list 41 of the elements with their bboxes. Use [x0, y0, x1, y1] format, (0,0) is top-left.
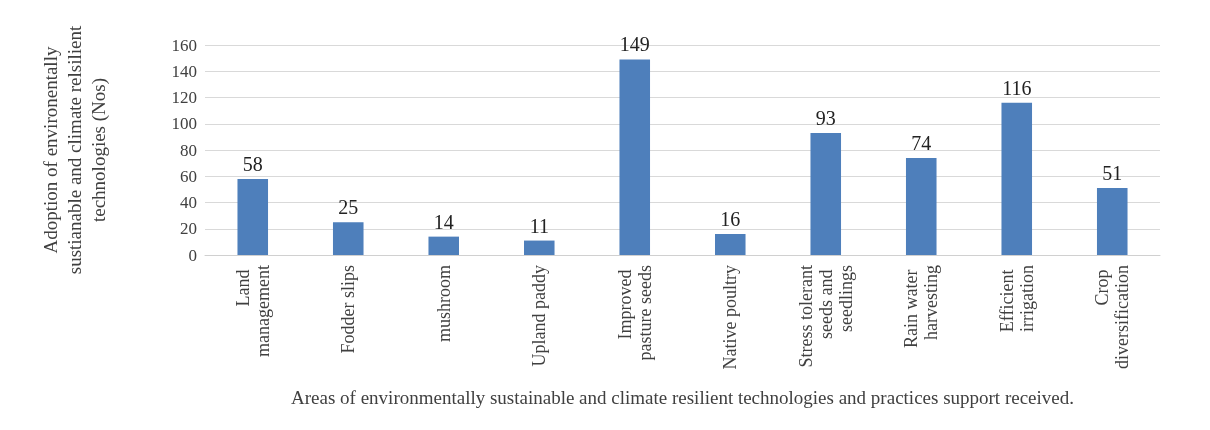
data-label: 74 — [911, 131, 932, 154]
x-tick-label: Upland paddy — [529, 265, 550, 367]
bar — [237, 178, 269, 255]
x-tick-label: Improved pasture seeds — [614, 265, 655, 361]
x-tick-label: Efficient irrigation — [996, 265, 1037, 333]
data-label: 16 — [720, 208, 741, 230]
x-tick-label: Rain water harvesting — [901, 265, 942, 348]
x-tick-label: Crop diversification — [1092, 265, 1133, 369]
data-label: 93 — [815, 106, 836, 129]
y-tick-label: 40 — [180, 193, 197, 212]
bar — [905, 157, 937, 255]
y-tick-label: 0 — [188, 245, 197, 265]
data-label: 116 — [1002, 76, 1032, 99]
y-tick-label: 80 — [180, 140, 197, 160]
bar — [332, 222, 364, 255]
x-tick-label: Fodder slips — [338, 265, 359, 354]
x-tick-label: Land management — [232, 265, 273, 357]
data-label: 58 — [242, 152, 263, 175]
data-label: 51 — [1102, 162, 1123, 185]
bar — [714, 234, 746, 255]
data-label: 149 — [619, 33, 650, 56]
data-label: 14 — [433, 210, 454, 233]
bar — [523, 240, 555, 255]
y-tick-label: 120 — [171, 88, 197, 107]
x-tick-label: Native poultry — [720, 265, 741, 370]
bar — [1001, 102, 1033, 255]
x-tick-label: Stress tolerant seeds and seedlings — [795, 265, 856, 368]
y-axis-title: Adoption of environentally sustianable and climate relsilient technologies (Nos) — [39, 25, 110, 275]
x-axis-title: Areas of environmentally sustainable and climate resilient technologies and practices support received. — [291, 386, 1074, 408]
bar — [619, 59, 651, 255]
data-label: 25 — [338, 196, 359, 219]
y-tick-label: 160 — [171, 35, 197, 55]
y-tick-label: 60 — [180, 166, 197, 186]
y-tick-label: 140 — [171, 61, 197, 81]
data-label: 11 — [529, 214, 549, 237]
bar — [1096, 188, 1128, 255]
bar — [810, 132, 842, 255]
y-tick-label: 20 — [180, 219, 197, 239]
y-tick-label: 100 — [171, 114, 197, 134]
bar — [428, 236, 460, 255]
x-tick-label: mushroom — [433, 265, 454, 343]
